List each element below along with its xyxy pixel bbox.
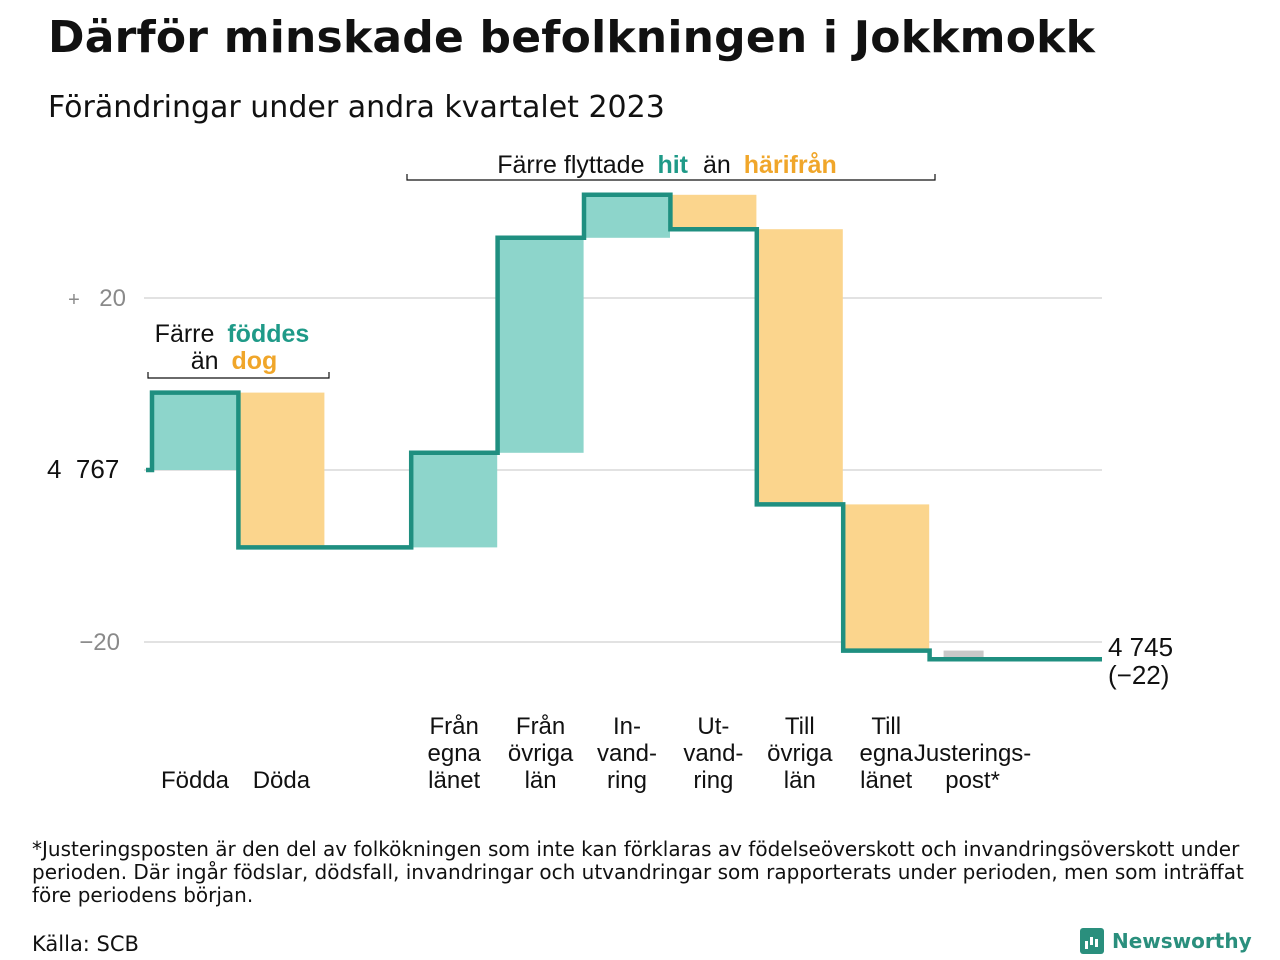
category-label-line: Ut- [697, 713, 729, 740]
category-label-4: In-vand-ring [597, 713, 657, 794]
bar-1 [238, 392, 325, 548]
bar-6 [756, 229, 843, 505]
tick-plus-20: 20 [99, 285, 126, 312]
annotation-births: Färre föddes [155, 320, 310, 348]
end-value-label: 4 745 [1108, 632, 1173, 662]
step-line [146, 192, 1102, 662]
waterfall-chart: + 20 −20 4 767 4 745 (−22) Färre föddes … [47, 151, 1173, 794]
category-label-line: övriga [767, 740, 833, 767]
category-label-line: Justerings- [914, 740, 1031, 767]
cumulative-line [146, 192, 1102, 662]
bar-5 [670, 194, 757, 230]
category-label-line: län [784, 767, 816, 794]
annotation-births-highlight: föddes [227, 320, 309, 348]
bars [152, 194, 984, 660]
category-label-line: länet [860, 767, 912, 794]
category-label-7: Till egna länet [860, 713, 914, 794]
category-label-3: Från övriga län [508, 713, 574, 794]
bar-4 [584, 194, 670, 238]
chart-title: Därför minskade befolkningen i Jokkmokk [48, 12, 1096, 63]
category-label-line: Från [516, 713, 565, 740]
annotation-moves-text: Färre flyttade [497, 151, 644, 179]
bar-3 [497, 237, 584, 453]
brand-logo: Newsworthy [1080, 928, 1252, 954]
tick-minus-20: −20 [79, 629, 120, 656]
annotation-moves-harifran: härifrån [744, 151, 837, 179]
footnote: *Justeringsposten är den del av folkökni… [32, 837, 1244, 907]
category-label-0: Födda [161, 767, 230, 794]
category-label-line: länet [428, 767, 480, 794]
category-label-line: Till [785, 713, 815, 740]
annotation-births-text: Färre [155, 320, 215, 348]
bar-7 [843, 504, 930, 651]
annotation-moves-mid: än [703, 151, 731, 179]
category-label-line: vand- [597, 740, 657, 767]
category-label-1: Döda [253, 767, 311, 794]
category-label-line: egna [428, 740, 482, 767]
category-label-2: Från egna länet [428, 713, 482, 794]
category-label-line: län [525, 767, 557, 794]
tick-plus-sign: + [68, 289, 80, 311]
category-label-line: egna [860, 740, 914, 767]
annotation-deaths-text: än [191, 347, 219, 375]
start-value-label: 4 767 [47, 454, 119, 484]
category-label-5: Ut-vand-ring [683, 713, 743, 794]
category-label-line: ring [693, 767, 733, 794]
end-change-label: (−22) [1108, 660, 1169, 690]
category-label-6: Till övriga län [767, 713, 833, 794]
category-label-line: In- [613, 713, 641, 740]
category-label-line: ring [607, 767, 647, 794]
category-label-line: Till [871, 713, 901, 740]
bar-8 [943, 650, 984, 660]
category-label-line: Döda [253, 767, 311, 794]
bracket-births [147, 372, 330, 379]
annotation-deaths-highlight: dog [231, 347, 277, 375]
annotation-deaths: än dog [191, 347, 278, 375]
category-label-line: post* [945, 767, 1000, 794]
category-label-line: Födda [161, 767, 230, 794]
bracket-moves [406, 174, 936, 181]
chart-subtitle: Förändringar under andra kvartalet 2023 [48, 90, 665, 125]
annotation-moves-hit: hit [657, 151, 688, 179]
category-label-line: övriga [508, 740, 574, 767]
newsworthy-icon [1080, 928, 1104, 954]
bar-0 [152, 392, 238, 470]
category-label-line: vand- [683, 740, 743, 767]
annotation-moves: Färre flyttade hit än härifrån [497, 151, 837, 179]
source-label: Källa: SCB [32, 932, 139, 956]
bar-2 [411, 452, 498, 548]
brand-name: Newsworthy [1112, 929, 1252, 953]
category-label-8: Justerings-post* [914, 740, 1031, 794]
category-label-line: Från [430, 713, 479, 740]
